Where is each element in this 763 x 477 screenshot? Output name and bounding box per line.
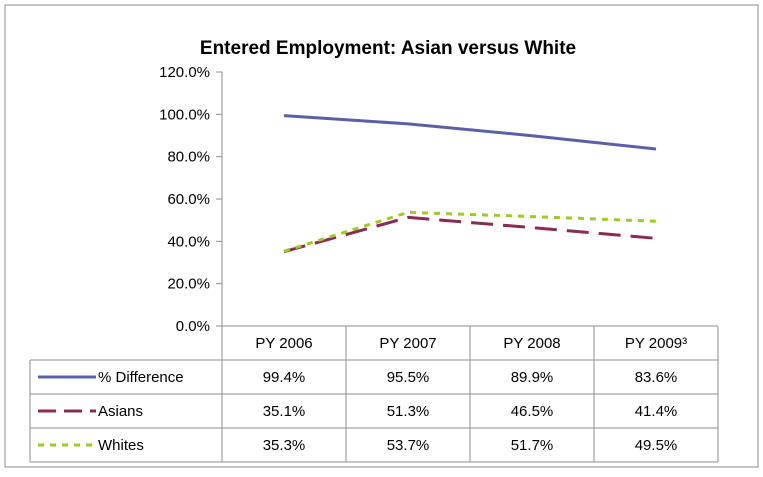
series-line-1	[283, 114, 657, 151]
y-tick-label: 60.0%	[167, 191, 210, 208]
data-label: 51.7%	[511, 437, 554, 454]
data-label: 35.1%	[263, 403, 306, 420]
x-tick-label: PY 2009³	[625, 335, 687, 352]
y-tick-label: 100.0%	[159, 106, 210, 123]
data-table: PY 2006 PY 2007 PY 2008 PY 2009³ % Differenc…	[29, 325, 719, 463]
data-label: 41.4%	[635, 403, 678, 420]
y-tick-label: 80.0%	[167, 149, 210, 166]
y-tick-label: 40.0%	[167, 233, 210, 250]
y-tick-label: 0.0%	[176, 318, 210, 335]
series-line-2	[283, 215, 657, 254]
series-layer	[283, 114, 657, 254]
axes: 0.0% 20.0% 40.0% 60.0% 80.0% 100.0% 120.0%	[159, 64, 223, 335]
series-line-3	[283, 210, 657, 253]
data-label: 89.9%	[511, 369, 554, 386]
legend-label: Whites	[98, 437, 144, 454]
data-label: 35.3%	[263, 437, 306, 454]
data-label: 99.4%	[263, 369, 306, 386]
data-label: 49.5%	[635, 437, 678, 454]
data-label: 95.5%	[387, 369, 430, 386]
data-label: 53.7%	[387, 437, 430, 454]
y-tick-label: 20.0%	[167, 276, 210, 293]
legend-label: Asians	[98, 403, 143, 420]
data-label: 83.6%	[635, 369, 678, 386]
x-tick-label: PY 2006	[255, 335, 312, 352]
y-tick-label: 120.0%	[159, 64, 210, 81]
x-tick-label: PY 2008	[503, 335, 560, 352]
x-tick-label: PY 2007	[379, 335, 436, 352]
data-label: 46.5%	[511, 403, 554, 420]
data-label: 51.3%	[387, 403, 430, 420]
chart-title: Entered Employment: Asian versus White	[200, 38, 576, 59]
legend-label: % Difference	[98, 369, 184, 386]
